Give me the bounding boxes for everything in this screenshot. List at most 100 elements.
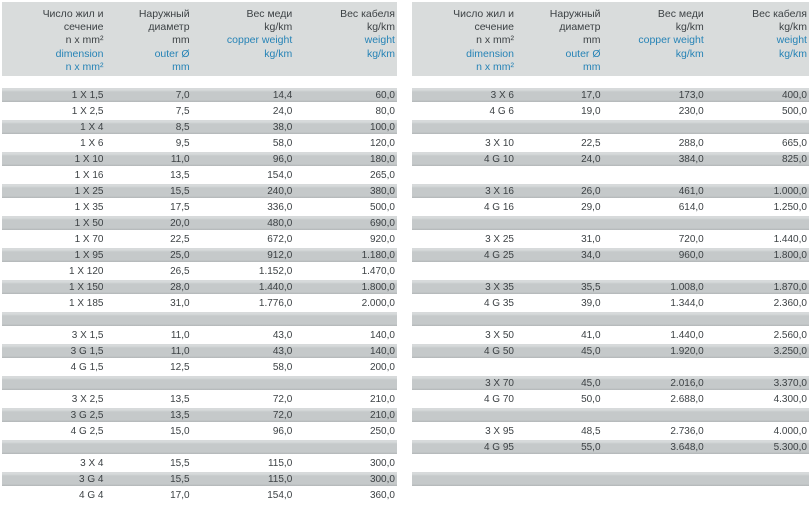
- table-row: 3 X 25 31,0 720,0 1.440,0: [412, 231, 809, 247]
- cell-copper-weight: 1.008,0: [670, 281, 704, 293]
- cell-outer-diameter: 35,5: [581, 281, 601, 293]
- cell-outer-diameter: 48,5: [581, 425, 601, 437]
- cell-cable-weight: 300,0: [369, 473, 395, 485]
- table-row: 4 G 16 29,0 614,0 1.250,0: [412, 199, 809, 215]
- cable-spec-table-left: Число жил и сечение n x mm² dimension n x mm…: [2, 0, 397, 508]
- header-line-secondary: outer Ø: [565, 47, 601, 60]
- header-line-primary: Наружный: [549, 8, 601, 20]
- cell-outer-diameter: 34,0: [581, 249, 601, 261]
- cell-cable-weight: 3.250,0: [773, 345, 807, 357]
- cell-outer-diameter: 25,0: [170, 249, 190, 261]
- cell-outer-diameter: 12,5: [170, 361, 190, 373]
- spacer-row: [412, 263, 809, 279]
- table-row: 1 X 70 22,5 672,0 920,0: [2, 231, 397, 247]
- cell-outer-diameter: 13,5: [170, 169, 190, 181]
- cell-copper-weight: 154,0: [267, 489, 293, 501]
- cell-outer-diameter: 17,0: [581, 89, 601, 101]
- cell-copper-weight: 96,0: [272, 425, 293, 437]
- table-header-left: Число жил и сечение n x mm² dimension n x mm…: [2, 2, 397, 76]
- cell-cable-weight: 1.180,0: [361, 249, 395, 261]
- cell-outer-diameter: 15,5: [170, 185, 190, 197]
- cell-outer-diameter: 11,0: [170, 153, 190, 165]
- cell-outer-diameter: 15,5: [170, 473, 190, 485]
- table-row: 3 X 2,5 13,5 72,0 210,0: [2, 391, 397, 407]
- cell-outer-diameter: 15,5: [170, 457, 190, 469]
- cell-copper-weight: 240,0: [267, 185, 293, 197]
- cell-outer-diameter: 39,0: [581, 297, 601, 309]
- table-row: 1 X 25 15,5 240,0 380,0: [2, 183, 397, 199]
- cell-dimension: 1 X 185: [69, 297, 104, 309]
- table-row: 1 X 6 9,5 58,0 120,0: [2, 135, 397, 151]
- header-line-primary: mm: [172, 34, 190, 47]
- header-line-primary: диаметр: [148, 21, 190, 34]
- cell-dimension: 3 X 50: [485, 329, 514, 341]
- cell-outer-diameter: 7,0: [175, 89, 190, 101]
- header-line-primary: Число жил и: [42, 8, 104, 20]
- cell-dimension: 1 X 4: [80, 121, 104, 133]
- table-row: 1 X 1,5 7,0 14,4 60,0: [2, 87, 397, 103]
- cell-copper-weight: 288,0: [678, 137, 704, 149]
- cell-dimension: 4 G 2,5: [70, 425, 104, 437]
- cell-outer-diameter: 7,5: [175, 105, 190, 117]
- cell-copper-weight: 230,0: [678, 105, 704, 117]
- cell-cable-weight: 2.360,0: [773, 297, 807, 309]
- cell-copper-weight: 2.016,0: [670, 377, 704, 389]
- cell-dimension: 1 X 95: [74, 249, 104, 261]
- cell-cable-weight: 1.470,0: [361, 265, 395, 277]
- table-row: 3 G 2,5 13,5 72,0 210,0: [2, 407, 397, 423]
- table-row: 1 X 95 25,0 912,0 1.180,0: [2, 247, 397, 263]
- cell-outer-diameter: 22,5: [581, 137, 601, 149]
- header-line-primary: n x mm²: [65, 34, 104, 47]
- cell-dimension: 3 G 4: [79, 473, 104, 485]
- table-body-right: 3 X 6 17,0 173,0 400,0 4 G 6 19,0 230,0 500,0 3 …: [412, 87, 809, 503]
- header-line-primary: kg/km: [778, 21, 807, 34]
- cell-cable-weight: 4.000,0: [773, 425, 807, 437]
- cell-cable-weight: 360,0: [369, 489, 395, 501]
- cell-cable-weight: 250,0: [369, 425, 395, 437]
- cell-dimension: 4 G 1,5: [70, 361, 104, 373]
- cell-copper-weight: 1.440,0: [670, 329, 704, 341]
- header-line-secondary: n x mm²: [65, 60, 104, 73]
- header-line-secondary: kg/km: [264, 47, 293, 60]
- cell-copper-weight: 72,0: [272, 409, 293, 421]
- cell-copper-weight: 2.688,0: [670, 393, 704, 405]
- cell-outer-diameter: 17,5: [170, 201, 190, 213]
- cell-copper-weight: 2.736,0: [670, 425, 704, 437]
- cell-dimension: 1 X 1,5: [71, 89, 104, 101]
- cell-cable-weight: 1.800,0: [773, 249, 807, 261]
- cell-cable-weight: 4.300,0: [773, 393, 807, 405]
- cell-copper-weight: 912,0: [267, 249, 293, 261]
- cell-cable-weight: 1.800,0: [361, 281, 395, 293]
- cell-dimension: 3 X 1,5: [71, 329, 104, 341]
- cell-outer-diameter: 28,0: [170, 281, 190, 293]
- table-row: 3 X 6 17,0 173,0 400,0: [412, 87, 809, 103]
- table-row: 3 X 95 48,5 2.736,0 4.000,0: [412, 423, 809, 439]
- cell-dimension: 3 X 35: [485, 281, 514, 293]
- cell-dimension: 1 X 16: [74, 169, 104, 181]
- cell-dimension: 3 X 25: [485, 233, 514, 245]
- header-line-secondary: kg/km: [778, 47, 807, 60]
- cell-cable-weight: 1.870,0: [773, 281, 807, 293]
- header-line-secondary: dimension: [466, 47, 514, 60]
- header-line-secondary: kg/km: [675, 47, 704, 60]
- spacer-row: [412, 311, 809, 327]
- cell-cable-weight: 2.560,0: [773, 329, 807, 341]
- cell-copper-weight: 960,0: [678, 249, 704, 261]
- cable-spec-table-right: Число жил и сечение n x mm² dimension n x mm…: [412, 0, 809, 508]
- cell-dimension: 4 G 25: [483, 249, 514, 261]
- cell-outer-diameter: 22,5: [170, 233, 190, 245]
- cell-dimension: 3 X 16: [485, 185, 514, 197]
- cell-cable-weight: 1.000,0: [773, 185, 807, 197]
- cell-dimension: 1 X 70: [74, 233, 104, 245]
- header-line-secondary: copper weight: [226, 34, 293, 47]
- cell-cable-weight: 1.250,0: [773, 201, 807, 213]
- table-row: 4 G 50 45,0 1.920,0 3.250,0: [412, 343, 809, 359]
- table-row: 1 X 185 31,0 1.776,0 2.000,0: [2, 295, 397, 311]
- header-line-secondary: copper weight: [638, 34, 704, 47]
- cell-dimension: 4 G 10: [483, 153, 514, 165]
- table-row: 1 X 120 26,5 1.152,0 1.470,0: [2, 263, 397, 279]
- spacer-row: [412, 471, 809, 487]
- table-row: 3 G 4 15,5 115,0 300,0: [2, 471, 397, 487]
- spacer-row: [412, 407, 809, 423]
